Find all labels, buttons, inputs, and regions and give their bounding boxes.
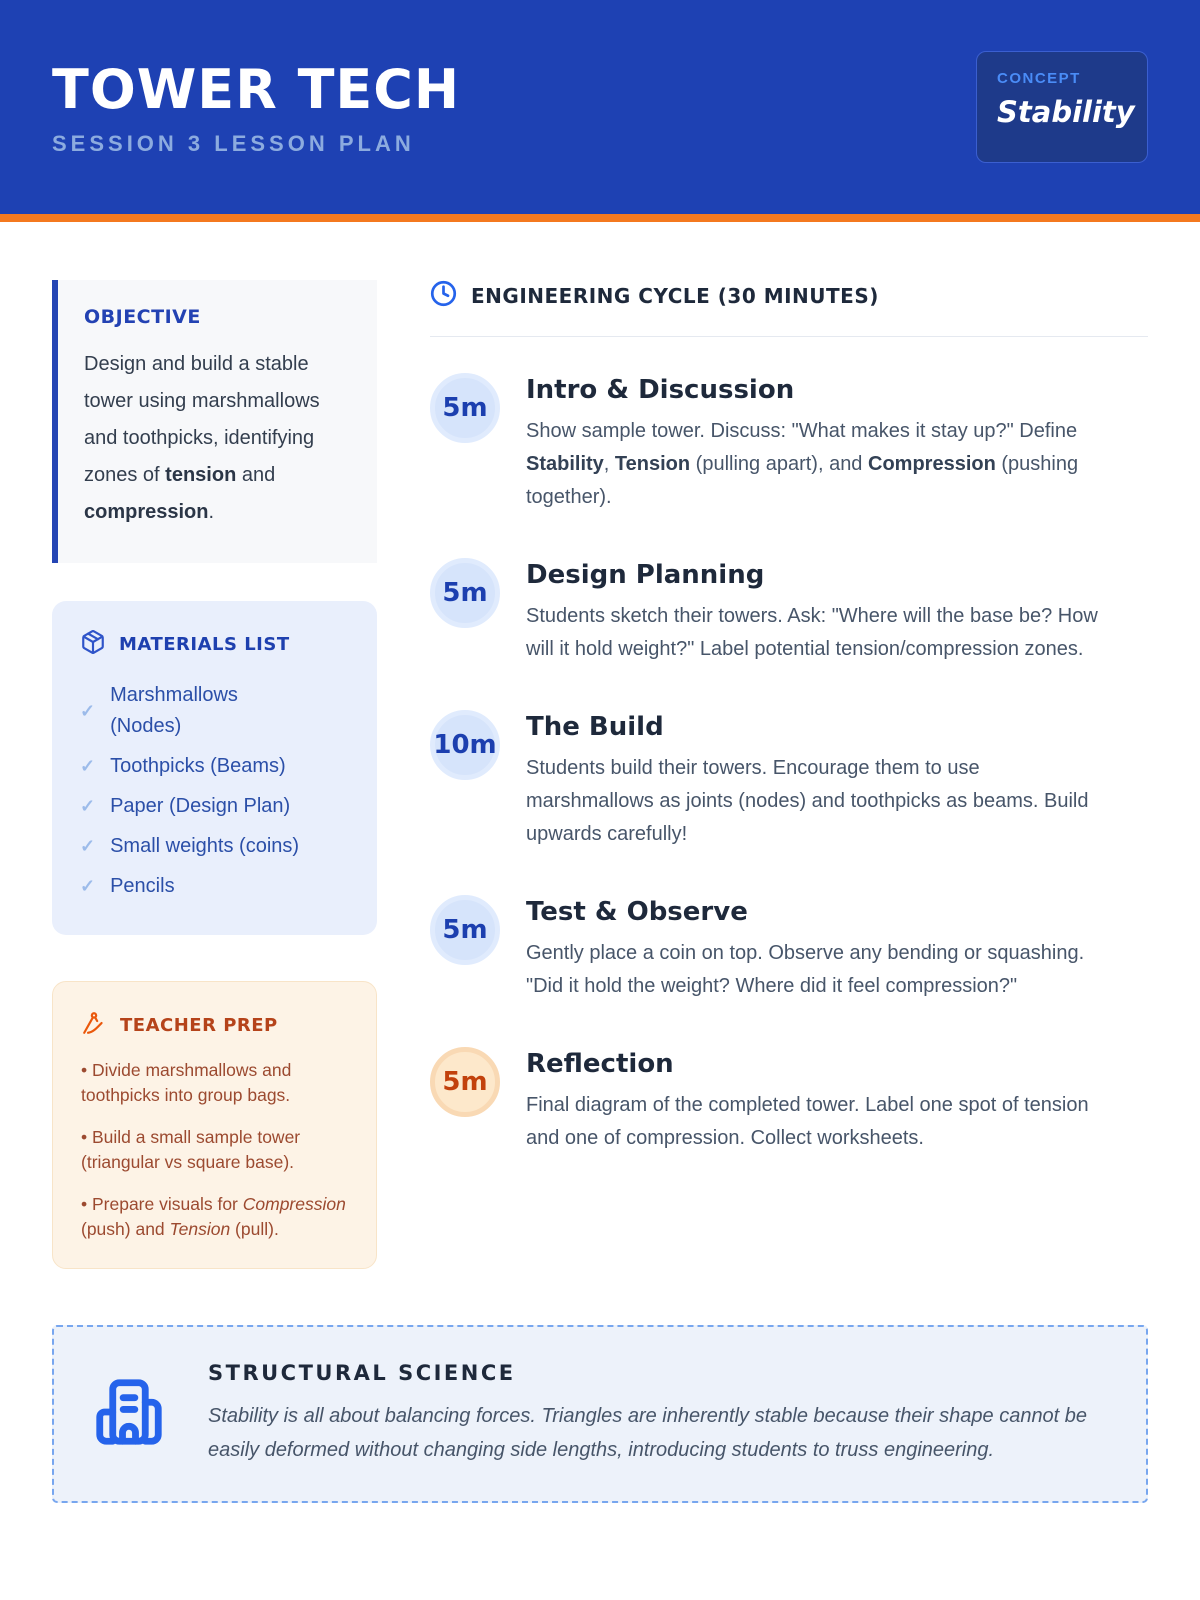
concept-label: CONCEPT: [997, 70, 1081, 87]
timeline-item-desc: Students build their towers. Encourage t…: [526, 757, 1089, 845]
materials-list: ✓ Marshmallows (Nodes) ✓ Toothpicks (Beams…: [80, 680, 353, 902]
science-body: Stability is all about balancing forces.…: [208, 1405, 1088, 1461]
science-callout: STRUCTURAL SCIENCE Stability is all abou…: [52, 1325, 1148, 1503]
timeline-item-title: The Build: [526, 712, 664, 742]
page-subtitle: SESSION 3 LESSON PLAN: [52, 130, 415, 156]
timeline-item-title: Intro & Discussion: [526, 375, 795, 405]
timeline-item: 10m The Build Students build their tower…: [430, 710, 1148, 851]
list-item: ✓ Toothpicks (Beams): [80, 751, 353, 782]
sidebar: OBJECTIVE Design and build a stable towe…: [52, 280, 377, 1269]
duration-badge: 10m: [430, 710, 500, 780]
header: TOWER TECH SESSION 3 LESSON PLAN CONCEPT…: [0, 0, 1200, 222]
objective-text: Design and build a stable tower using ma…: [84, 353, 320, 523]
timeline-item-title: Test & Observe: [526, 897, 748, 927]
cycle-title: ENGINEERING CYCLE (30 MINUTES): [471, 284, 879, 308]
timeline-item-title: Reflection: [526, 1049, 674, 1079]
science-title: STRUCTURAL SCIENCE: [208, 1361, 516, 1385]
page-title: TOWER TECH: [52, 57, 461, 121]
prep-item: • Divide marshmallows and toothpicks int…: [81, 1060, 292, 1105]
duration-badge: 5m: [430, 373, 500, 443]
objective-title: OBJECTIVE: [84, 306, 201, 328]
prep-item: • Prepare visuals for Compression (push)…: [81, 1194, 346, 1239]
concept-badge: CONCEPT Stability: [976, 51, 1148, 163]
duration-badge: 5m: [430, 1047, 500, 1117]
science-text-block: STRUCTURAL SCIENCE Stability is all abou…: [208, 1361, 1108, 1467]
timeline-item: 5m Reflection Final diagram of the compl…: [430, 1047, 1148, 1155]
check-icon: ✓: [80, 756, 96, 776]
timeline-item-desc: Students sketch their towers. Ask: "Wher…: [526, 605, 1098, 660]
timeline-item-desc: Gently place a coin on top. Observe any …: [526, 942, 1085, 997]
timeline-item-title: Design Planning: [526, 560, 765, 590]
teacher-prep-card: TEACHER PREP • Divide marshmallows and t…: [52, 981, 377, 1269]
list-item: ✓ Marshmallows (Nodes): [80, 684, 238, 737]
drafting-compass-icon: [81, 1010, 107, 1041]
list-item: ✓ Pencils: [80, 871, 353, 902]
header-titles: TOWER TECH SESSION 3 LESSON PLAN: [52, 58, 460, 157]
main-content: OBJECTIVE Design and build a stable towe…: [0, 222, 1200, 1269]
clock-icon: [430, 280, 457, 312]
list-item: ✓ Small weights (coins): [80, 831, 353, 862]
cycle-header: ENGINEERING CYCLE (30 MINUTES): [430, 280, 1148, 312]
engineering-cycle-section: ENGINEERING CYCLE (30 MINUTES) 5m Intro …: [430, 280, 1148, 1269]
check-icon: ✓: [80, 836, 96, 856]
concept-value: Stability: [997, 95, 1135, 129]
duration-badge: 5m: [430, 558, 500, 628]
divider: [430, 336, 1148, 337]
building-icon: [90, 1373, 168, 1456]
objective-section: OBJECTIVE Design and build a stable towe…: [52, 280, 377, 563]
duration-badge: 5m: [430, 895, 500, 965]
prep-item: • Build a small sample tower (triangular…: [81, 1127, 301, 1172]
package-icon: [80, 629, 106, 660]
timeline-item-desc: Final diagram of the completed tower. La…: [526, 1094, 1089, 1149]
timeline-item: 5m Intro & Discussion Show sample tower.…: [430, 373, 1148, 514]
check-icon: ✓: [80, 796, 96, 816]
timeline-item: 5m Test & Observe Gently place a coin on…: [430, 895, 1148, 1003]
check-icon: ✓: [80, 876, 96, 896]
materials-title: MATERIALS LIST: [119, 634, 290, 655]
list-item: ✓ Paper (Design Plan): [80, 791, 353, 822]
teacher-prep-title: TEACHER PREP: [120, 1015, 278, 1036]
check-icon: ✓: [80, 700, 96, 721]
timeline-item-desc: Show sample tower. Discuss: "What makes …: [526, 420, 1079, 508]
materials-card: MATERIALS LIST ✓ Marshmallows (Nodes) ✓ To…: [52, 601, 377, 935]
timeline-item: 5m Design Planning Students sketch their…: [430, 558, 1148, 666]
teacher-prep-header: TEACHER PREP: [81, 1010, 352, 1041]
materials-header: MATERIALS LIST: [80, 629, 353, 660]
